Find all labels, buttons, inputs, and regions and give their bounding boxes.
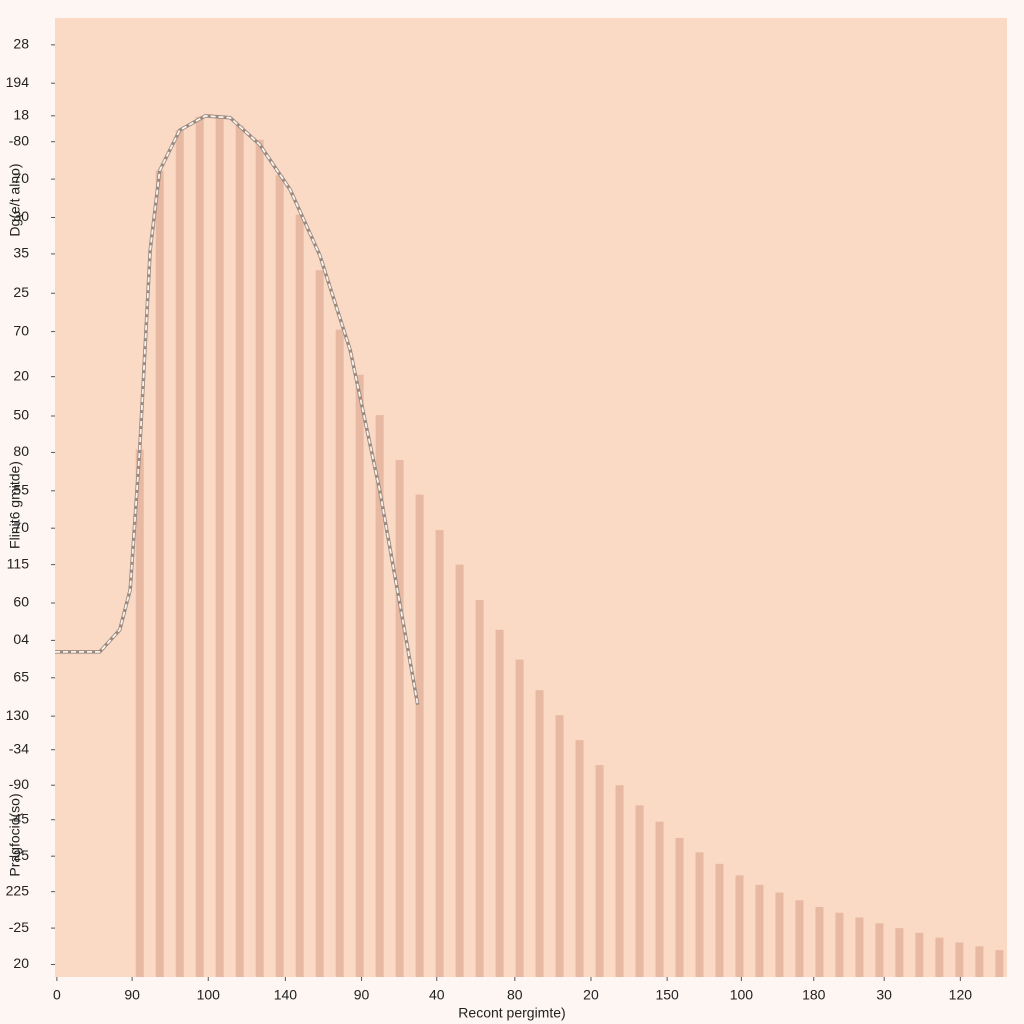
bar [535, 690, 544, 977]
x-tick-label: 90 [354, 987, 370, 1003]
x-tick-label: 0 [53, 987, 61, 1003]
x-tick-label: 100 [730, 987, 754, 1003]
x-tick-label: 100 [197, 987, 221, 1003]
y-tick-label: 225 [6, 882, 30, 898]
y-axis-label: Flinit6 gmitde) [7, 461, 23, 549]
bar [135, 449, 144, 977]
plot-area [55, 18, 1007, 977]
y-tick-label: -90 [9, 776, 29, 792]
y-tick-label: 25 [13, 284, 29, 300]
bar [955, 942, 964, 977]
bar [415, 494, 424, 977]
bar [235, 125, 244, 977]
bar [175, 130, 184, 977]
y-tick-label: 60 [13, 594, 29, 610]
x-tick-label: 180 [802, 987, 826, 1003]
bar [775, 892, 784, 977]
y-tick-label: 55 [13, 481, 29, 497]
bar [835, 912, 844, 977]
x-tick-label: 140 [274, 987, 298, 1003]
bar [815, 906, 824, 977]
bar [455, 564, 464, 977]
x-tick-label: 90 [124, 987, 140, 1003]
bar [395, 460, 404, 977]
y-tick-label: 70 [13, 170, 29, 186]
y-tick-label: 30 [13, 208, 29, 224]
x-tick-label: 80 [507, 987, 523, 1003]
bar [715, 863, 724, 977]
bar [475, 600, 484, 977]
y-tick-label: 18 [13, 107, 29, 123]
bar [935, 937, 944, 977]
bar [655, 821, 664, 977]
bar [615, 785, 624, 977]
y-tick-label: 70 [13, 322, 29, 338]
bar [315, 270, 324, 977]
y-tick-label: 65 [13, 668, 29, 684]
y-tick-label: 130 [6, 707, 30, 723]
y-axis-label: Dg(e/t alno) [7, 163, 23, 236]
bar [155, 170, 164, 977]
y-tick-label: 04 [13, 631, 29, 647]
x-tick-label: 120 [949, 987, 973, 1003]
bar [915, 932, 924, 977]
y-tick-label: 28 [13, 36, 29, 52]
bar [435, 530, 444, 977]
bar [695, 852, 704, 977]
y-tick-label: 20 [13, 367, 29, 383]
y-tick-label: 194 [6, 74, 30, 90]
bar [575, 740, 584, 977]
y-tick-label: -34 [9, 740, 29, 756]
bar [795, 900, 804, 977]
y-tick-label: -80 [9, 132, 29, 148]
bar [675, 837, 684, 977]
bar [995, 950, 1004, 977]
bar [375, 415, 384, 977]
y-tick-label: 20 [13, 955, 29, 971]
x-tick-label: 40 [429, 987, 445, 1003]
bar [195, 116, 204, 978]
bar [275, 175, 284, 977]
x-axis-label: Recont pergimte) [458, 1005, 565, 1021]
bar [355, 374, 364, 977]
y-tick-label: 115 [7, 555, 30, 571]
bar [755, 884, 764, 977]
y-tick-label: 50 [13, 407, 29, 423]
y-axis-label: Pragfocio(so) [7, 793, 23, 876]
y-tick-label: -45 [9, 810, 29, 826]
bar [295, 214, 304, 978]
bar [255, 139, 264, 978]
y-tick-label: 70 [13, 519, 29, 535]
bar [975, 946, 984, 977]
bar [335, 329, 344, 977]
bar [855, 917, 864, 977]
bar [635, 805, 644, 977]
bar [515, 659, 524, 977]
line [55, 114, 419, 705]
y-tick-label: -25 [9, 919, 29, 935]
bar [495, 629, 504, 977]
y-tick-label: 35 [13, 245, 29, 261]
bar [735, 875, 744, 977]
x-tick-label: 30 [876, 987, 892, 1003]
bar [895, 928, 904, 977]
bar [215, 116, 224, 978]
y-tick-label: 80 [13, 443, 29, 459]
bar [875, 923, 884, 977]
x-tick-label: 20 [583, 987, 599, 1003]
bar [595, 765, 604, 977]
x-tick-label: 150 [655, 987, 679, 1003]
y-tick-label: -25 [9, 847, 29, 863]
bar [555, 715, 564, 977]
